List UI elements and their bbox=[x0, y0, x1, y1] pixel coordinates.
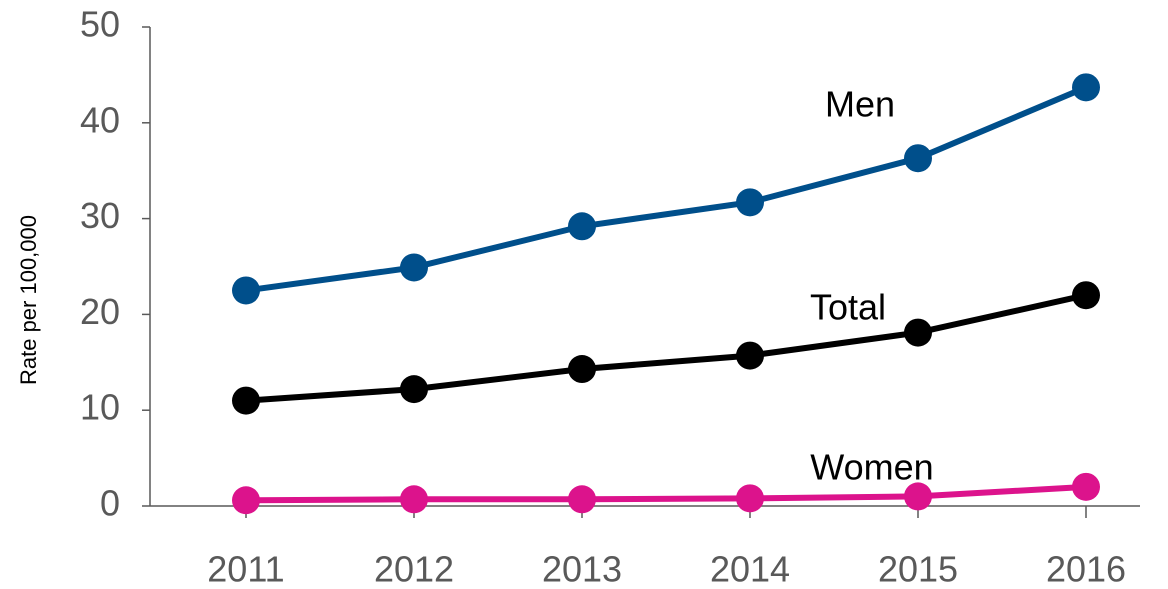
y-tick-label: 40 bbox=[80, 99, 120, 140]
y-tick-label: 10 bbox=[80, 387, 120, 428]
data-point bbox=[736, 188, 764, 217]
data-point bbox=[400, 253, 428, 282]
y-tick-label: 20 bbox=[80, 291, 120, 332]
y-tick-label: 50 bbox=[80, 4, 120, 45]
data-point bbox=[232, 486, 260, 515]
y-axis-label: Rate per 100,000 bbox=[16, 215, 41, 385]
data-point bbox=[232, 386, 260, 415]
data-point bbox=[1072, 73, 1100, 102]
x-tick-label: 2013 bbox=[542, 549, 622, 589]
data-point bbox=[400, 485, 428, 514]
y-tick-label: 30 bbox=[80, 195, 120, 236]
data-point bbox=[904, 144, 932, 173]
data-point bbox=[568, 212, 596, 241]
y-tick-label: 0 bbox=[100, 483, 120, 524]
x-tick-label: 2011 bbox=[207, 549, 284, 589]
series-line bbox=[245, 84, 1088, 294]
x-tick-label: 2015 bbox=[878, 549, 958, 589]
data-point bbox=[400, 375, 428, 404]
x-tick-label: 2014 bbox=[710, 549, 790, 589]
series-label: Women bbox=[810, 447, 933, 488]
x-tick-label: 2016 bbox=[1046, 549, 1126, 589]
data-point bbox=[232, 276, 260, 305]
data-point bbox=[736, 341, 764, 370]
series-line bbox=[245, 292, 1087, 404]
data-point bbox=[904, 482, 932, 511]
data-point bbox=[568, 355, 596, 384]
series-label: Total bbox=[810, 287, 886, 328]
data-point bbox=[736, 484, 764, 513]
data-point bbox=[568, 485, 596, 514]
x-tick-label: 2012 bbox=[374, 549, 454, 589]
data-point bbox=[1072, 472, 1100, 501]
data-point bbox=[1072, 281, 1100, 310]
series-line bbox=[245, 483, 1087, 504]
series-label: Men bbox=[825, 84, 895, 125]
data-point bbox=[904, 318, 932, 347]
